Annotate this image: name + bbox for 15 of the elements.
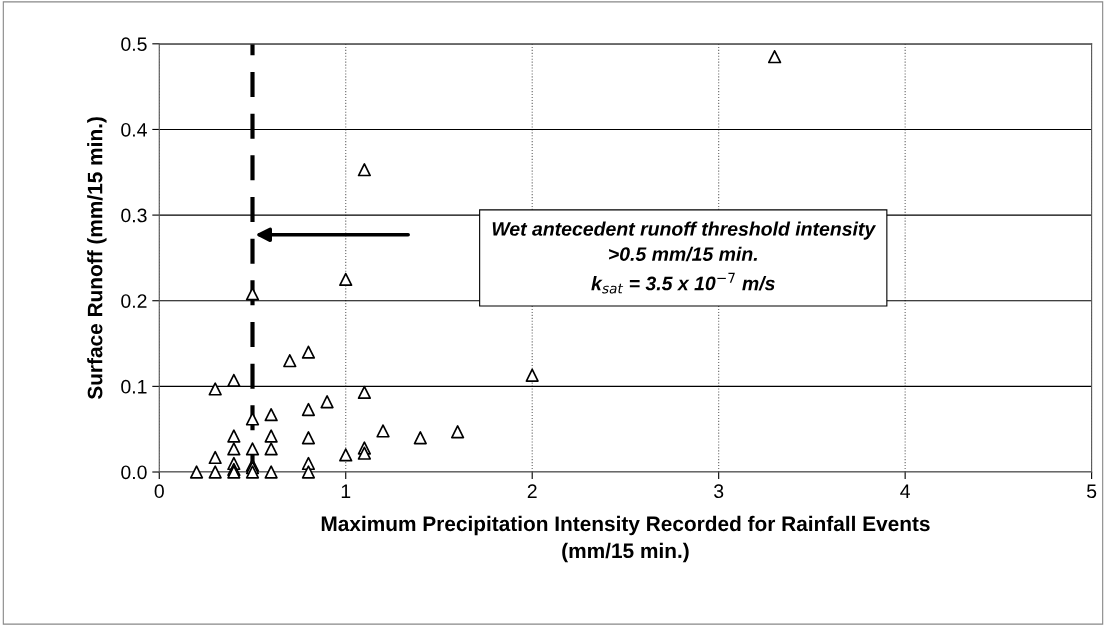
x-tick-label: 3 — [714, 484, 724, 499]
x-tick-label: 1 — [341, 484, 351, 498]
y-axis-title: Surface Runoff (mm/15 min.) — [87, 117, 107, 400]
y-tick-label: 0.0 — [121, 465, 147, 480]
x-axis-title: Maximum Precipitation Intensity Recorded for Rainfall Events (mm/15 min.) — [321, 515, 930, 563]
y-tick-label: 0.3 — [121, 208, 147, 223]
x-tick-label: 5 — [1086, 484, 1097, 499]
x-tick-label: 4 — [900, 484, 910, 498]
y-tick-label: 0.2 — [121, 294, 147, 308]
y-tick-label: 0.4 — [121, 122, 147, 137]
x-tick-label: 2 — [527, 484, 537, 498]
y-tick-label: 0.1 — [121, 379, 147, 394]
x-tick-label: 0 — [154, 484, 164, 499]
annotation: Wet antecedent runoff threshold intensity >0.5 mm/15 min. k$_{sat}$ = 3.5 x 10$^{−7}$ m/s — [492, 221, 877, 294]
y-tick-label: 0.5 — [121, 37, 147, 52]
